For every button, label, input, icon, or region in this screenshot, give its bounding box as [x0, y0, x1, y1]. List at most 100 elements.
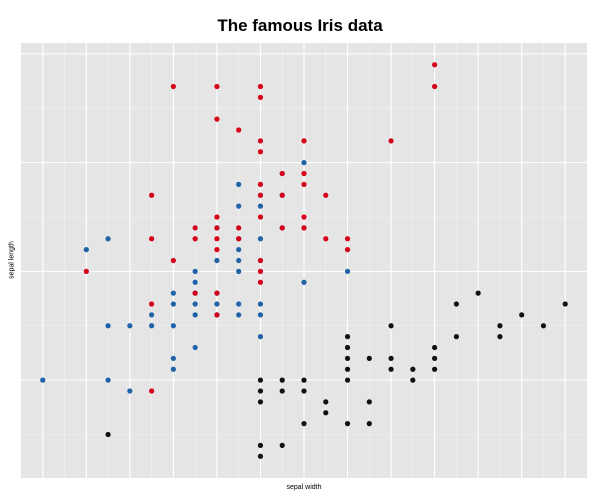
data-point	[475, 290, 481, 296]
data-point	[257, 399, 264, 405]
data-point	[301, 138, 307, 144]
data-point	[192, 290, 198, 296]
data-point	[214, 236, 220, 242]
data-point	[366, 421, 372, 427]
data-point	[432, 344, 438, 351]
data-point	[257, 388, 264, 394]
data-point	[192, 236, 198, 242]
data-point	[257, 268, 264, 274]
data-point	[214, 247, 220, 253]
grid-minor	[21, 43, 587, 478]
data-point	[149, 301, 155, 307]
data-point	[257, 94, 264, 100]
data-point	[149, 388, 155, 394]
data-point	[257, 377, 264, 383]
data-point	[192, 279, 198, 285]
data-point	[279, 170, 285, 177]
series-0-points	[105, 290, 568, 459]
data-point	[257, 203, 264, 209]
data-point	[105, 377, 111, 383]
data-point	[301, 421, 307, 427]
data-point	[257, 214, 264, 220]
data-point	[257, 312, 264, 318]
data-point	[257, 453, 264, 459]
data-point	[214, 312, 220, 318]
data-point	[257, 181, 264, 187]
data-point	[257, 442, 264, 448]
data-point	[301, 170, 307, 177]
data-point	[344, 334, 351, 340]
data-point	[257, 301, 264, 307]
data-point	[323, 192, 329, 198]
data-point	[366, 399, 372, 405]
data-point	[236, 236, 242, 242]
data-point	[192, 301, 198, 307]
data-point	[214, 301, 220, 307]
data-point	[497, 323, 503, 329]
data-point	[214, 214, 220, 220]
data-point	[192, 225, 198, 231]
data-point	[170, 355, 176, 361]
data-point	[236, 225, 242, 231]
data-point	[149, 312, 155, 318]
data-point	[236, 181, 242, 187]
data-point	[170, 83, 176, 90]
data-point	[83, 268, 89, 274]
data-point	[236, 203, 242, 209]
x-axis-label: sepal width	[286, 484, 322, 491]
data-point	[236, 127, 242, 133]
chart-title: The famous Iris data	[217, 16, 383, 35]
data-point	[497, 334, 503, 340]
data-point	[344, 421, 351, 427]
data-point	[432, 355, 438, 361]
data-point	[301, 225, 307, 231]
data-point	[519, 312, 525, 318]
data-point	[257, 236, 264, 242]
data-point	[105, 431, 111, 438]
data-point	[344, 268, 351, 274]
data-point	[279, 192, 285, 198]
data-point	[344, 355, 351, 361]
data-point	[105, 323, 111, 329]
data-point	[279, 442, 285, 448]
data-point	[344, 247, 351, 253]
data-point	[149, 323, 155, 329]
data-point	[257, 83, 264, 90]
data-point	[170, 323, 176, 329]
data-point	[301, 160, 307, 166]
data-point	[323, 236, 329, 242]
data-point	[192, 268, 198, 274]
data-point	[170, 290, 176, 296]
data-point	[83, 247, 89, 253]
data-point	[236, 301, 242, 307]
data-point	[432, 62, 438, 68]
data-point	[257, 149, 264, 155]
data-point	[236, 257, 242, 264]
data-point	[257, 279, 264, 285]
data-point	[257, 334, 264, 340]
data-point	[170, 366, 176, 372]
data-point	[170, 257, 176, 264]
data-point	[40, 377, 46, 383]
data-point	[388, 366, 394, 372]
data-point	[323, 410, 329, 416]
data-point	[214, 290, 220, 296]
data-point	[301, 181, 307, 187]
data-point	[192, 312, 198, 318]
data-point	[127, 323, 133, 329]
data-point	[279, 377, 285, 383]
data-point	[170, 301, 176, 307]
data-point	[257, 192, 264, 198]
series-2-points	[83, 62, 438, 394]
data-point	[301, 388, 307, 394]
data-point	[388, 323, 394, 329]
data-point	[410, 377, 416, 383]
data-point	[453, 301, 459, 307]
data-points	[40, 62, 568, 459]
data-point	[323, 399, 329, 405]
data-point	[214, 116, 220, 122]
data-point	[279, 225, 285, 231]
data-point	[279, 388, 285, 394]
data-point	[301, 377, 307, 383]
